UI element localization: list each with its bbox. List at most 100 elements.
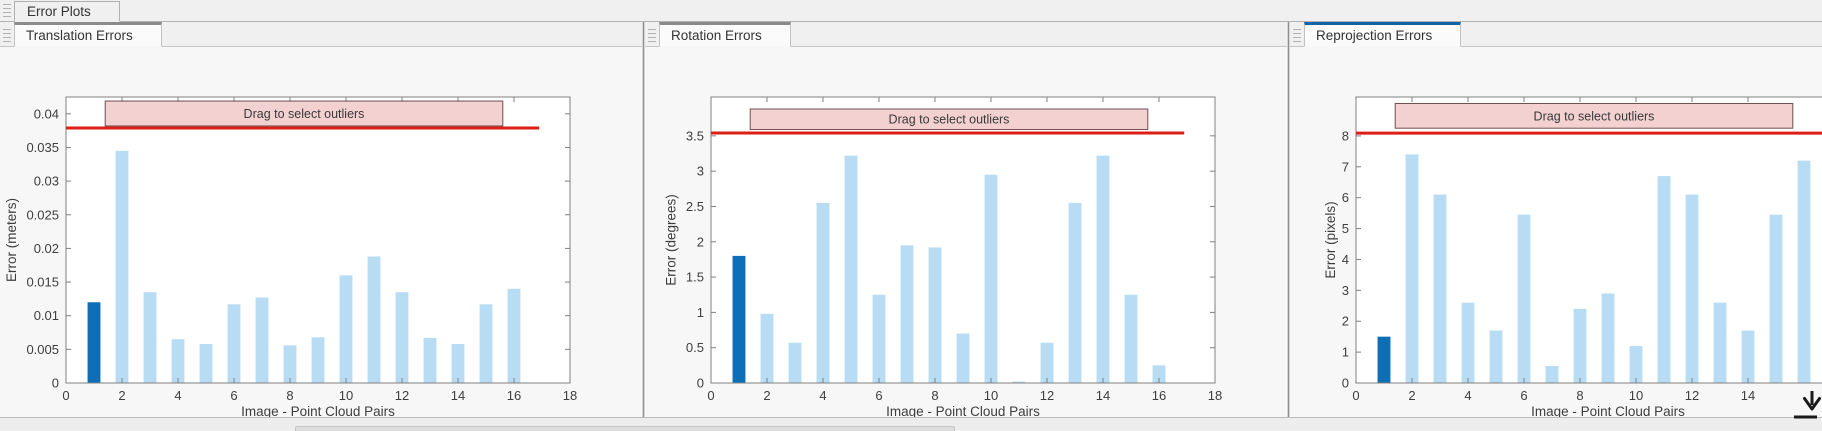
bar-pair-9[interactable] [956, 333, 970, 383]
band-label: Drag to select outliers [244, 107, 365, 121]
translation-errors-chart[interactable]: Drag to select outliers 0 2 4 6 8 10 12 14 16 18 0 0… [0, 47, 642, 417]
bar-pair-15[interactable] [479, 304, 493, 383]
x-tick-label: 18 [1208, 388, 1222, 403]
x-tick-label: 14 [1741, 388, 1755, 403]
drag-grip-icon[interactable] [3, 29, 11, 42]
bar-pair-10[interactable] [984, 174, 998, 383]
reprojection-errors-figure: Drag to select outliers 0 2 4 6 8 10 12 14 0 1 2 3 4 5… [1290, 47, 1822, 417]
bar-pair-14[interactable] [451, 343, 465, 383]
y-tick-label: 0.01 [34, 308, 59, 323]
bar-pair-7[interactable] [1545, 366, 1559, 383]
bar-pair-16[interactable] [507, 288, 521, 383]
bar-pair-11[interactable] [1012, 381, 1026, 383]
tab-label: Reprojection Errors [1316, 28, 1433, 43]
bar-pair-10[interactable] [339, 275, 353, 383]
bar-pair-12[interactable] [395, 292, 409, 383]
y-axis-label: Error (meters) [4, 198, 19, 282]
outlier-selection-band[interactable] [749, 108, 1149, 130]
tab-error-plots[interactable]: Error Plots [14, 1, 120, 22]
tab-rotation-errors[interactable]: Rotation Errors [659, 22, 791, 47]
bar-pair-16[interactable] [1797, 160, 1811, 383]
x-axis-label: Image - Point Cloud Pairs [1531, 404, 1685, 417]
y-tick-label: 2.5 [686, 199, 704, 214]
bar-pair-2[interactable] [760, 313, 774, 383]
panel-divider[interactable] [642, 22, 645, 417]
document-tab-bar: Error Plots [0, 0, 1822, 22]
bar-pair-1[interactable] [87, 302, 101, 383]
drag-grip-icon[interactable] [1293, 29, 1301, 42]
bar-pair-1[interactable] [1377, 336, 1391, 383]
tab-translation-errors[interactable]: Translation Errors [14, 22, 162, 47]
x-tick-label: 18 [563, 388, 577, 403]
y-tick-label: 0.02 [34, 241, 59, 256]
bar-pair-13[interactable] [423, 337, 437, 383]
bar-pair-8[interactable] [283, 345, 297, 383]
y-tick-label: 3.5 [686, 128, 704, 143]
bar-pair-16[interactable] [1152, 365, 1166, 383]
bar-pair-15[interactable] [1124, 294, 1138, 383]
drag-grip-icon[interactable] [3, 4, 11, 17]
bar-pair-6[interactable] [227, 304, 241, 383]
x-tick-label: 4 [1464, 388, 1471, 403]
bar-pair-13[interactable] [1713, 302, 1727, 383]
x-tick-label: 0 [62, 388, 69, 403]
bar-pair-4[interactable] [1461, 302, 1475, 383]
bar-pair-6[interactable] [1517, 214, 1531, 383]
y-tick-label: 8 [1342, 128, 1349, 143]
bar-pair-8[interactable] [928, 247, 942, 383]
y-tick-label: 5 [1342, 221, 1349, 236]
bar-pair-15[interactable] [1769, 214, 1783, 383]
bar-pair-5[interactable] [844, 155, 858, 383]
outlier-selection-band[interactable] [1394, 102, 1794, 129]
bar-pair-5[interactable] [1489, 330, 1503, 383]
y-tick-label: 3 [697, 164, 704, 179]
panel-rotation-errors: Rotation Errors Drag to select outliers 0… [645, 22, 1287, 417]
x-tick-label: 6 [230, 388, 237, 403]
axes-box [65, 96, 571, 384]
bar-pair-6[interactable] [872, 294, 886, 383]
bar-pair-7[interactable] [255, 297, 269, 383]
bar-pair-4[interactable] [171, 339, 185, 383]
y-tick-label: 0 [1342, 376, 1349, 391]
bar-pair-8[interactable] [1573, 308, 1587, 383]
bar-pair-2[interactable] [1405, 154, 1419, 383]
bar-pair-14[interactable] [1741, 330, 1755, 383]
bar-pair-2[interactable] [115, 150, 129, 383]
tab-label: Rotation Errors [671, 28, 762, 43]
y-tick-label: 2 [697, 234, 704, 249]
down-arrow-cursor-icon [1794, 391, 1821, 419]
x-tick-label: 12 [1685, 388, 1699, 403]
translation-errors-figure: Drag to select outliers 0 2 4 6 8 10 12 14 16 18 0 0… [0, 47, 642, 417]
bar-pair-12[interactable] [1040, 342, 1054, 383]
x-tick-label: 2 [118, 388, 125, 403]
bar-pair-5[interactable] [199, 343, 213, 383]
bar-pair-11[interactable] [367, 256, 381, 383]
bar-pair-3[interactable] [788, 342, 802, 383]
docked-panel-edge [295, 426, 955, 431]
x-tick-label: 8 [931, 388, 938, 403]
bar-pair-1[interactable] [732, 255, 746, 383]
drag-grip-icon[interactable] [648, 29, 656, 42]
bar-pair-12[interactable] [1685, 194, 1699, 383]
bar-pair-11[interactable] [1657, 176, 1671, 383]
bar-pair-10[interactable] [1629, 345, 1643, 383]
panel-divider[interactable] [1287, 22, 1290, 417]
tab-reprojection-errors[interactable]: Reprojection Errors [1304, 22, 1462, 47]
bar-pair-3[interactable] [1433, 194, 1447, 383]
outlier-selection-band[interactable] [104, 100, 504, 127]
bar-pair-9[interactable] [311, 337, 325, 383]
y-tick-label: 0.035 [26, 140, 59, 155]
bar-pair-4[interactable] [816, 202, 830, 383]
x-tick-label: 0 [1352, 388, 1359, 403]
bar-pair-7[interactable] [900, 245, 914, 383]
bar-pair-13[interactable] [1068, 202, 1082, 383]
chart-panels: Translation Errors Drag to select outlie… [0, 22, 1822, 417]
panel-reprojection-errors: Reprojection Errors Drag to select outli… [1290, 22, 1822, 417]
bar-pair-3[interactable] [143, 292, 157, 383]
y-tick-label: 0 [697, 376, 704, 391]
bar-pair-9[interactable] [1601, 293, 1615, 383]
bar-pair-14[interactable] [1096, 155, 1110, 383]
